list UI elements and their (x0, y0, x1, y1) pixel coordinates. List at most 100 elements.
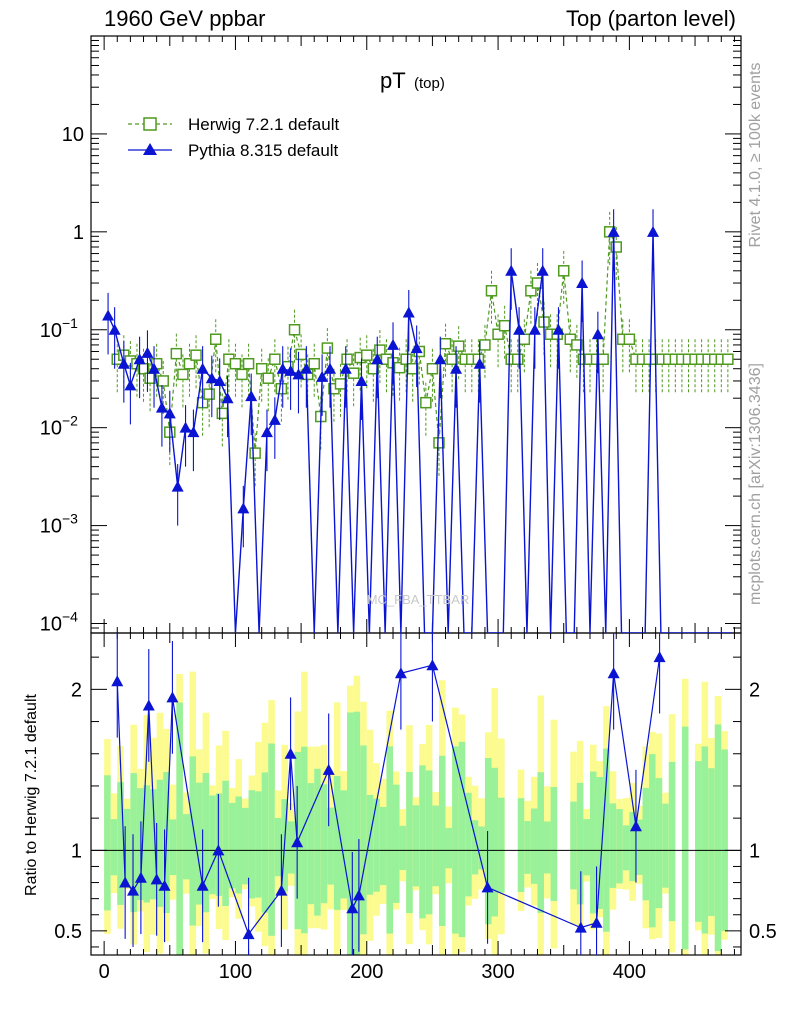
pythia-point (148, 362, 161, 374)
ratio-band-inner (603, 748, 610, 932)
ratio-point (574, 921, 587, 933)
ratio-band-inner (287, 821, 295, 874)
herwig-point (236, 368, 248, 381)
ratio-band-inner (458, 741, 466, 938)
pythia-point (102, 309, 115, 321)
pythia-point (196, 362, 209, 374)
herwig-point (525, 285, 537, 297)
ratio-point (590, 916, 603, 928)
ratio-band-inner (314, 768, 321, 916)
ratio-point (394, 667, 407, 679)
plot-title-sub: (top) (414, 75, 445, 92)
ratio-y-tick-label-right: 1 (749, 840, 760, 862)
herwig-point (374, 344, 386, 356)
ratio-band-inner (714, 724, 722, 952)
y-tick-exponent: −4 (62, 609, 78, 625)
ratio-y-tick-label: 2 (71, 679, 82, 701)
herwig-point (203, 388, 215, 400)
ratio-band-inner (268, 743, 275, 936)
herwig-point (518, 333, 531, 345)
ratio-band-inner (209, 795, 216, 895)
ratio-y-tick-label-right: 0.5 (749, 921, 777, 943)
ratio-y-axis-label: Ratio to Herwig 7.2.1 default (23, 694, 40, 896)
ratio-band-inner (320, 784, 328, 904)
ratio-band-inner (353, 711, 361, 955)
legend-herwig-marker (143, 117, 157, 131)
herwig-point (288, 324, 301, 336)
ratio-band-inner (589, 771, 597, 914)
herwig-point (426, 362, 439, 375)
ratio-point (629, 820, 642, 832)
herwig-point (177, 368, 189, 381)
ratio-band-inner (642, 787, 650, 901)
pythia-point (607, 225, 620, 237)
herwig-point (623, 333, 636, 345)
pythia-point (213, 374, 226, 386)
pythia-point (410, 342, 423, 354)
ratio-y-tick-label: 1 (71, 840, 82, 862)
ratio-band-inner (537, 772, 545, 913)
pythia-point (339, 362, 352, 374)
ratio-band-inner (445, 827, 453, 869)
ratio-band-inner (169, 819, 177, 876)
y-tick-label: 1 (73, 222, 84, 244)
ratio-band-inner (649, 754, 656, 928)
pythia-point (450, 362, 463, 374)
herwig-point (485, 285, 498, 297)
pythia-point (552, 323, 565, 335)
pythia-point (591, 328, 604, 340)
pythia-series (102, 209, 732, 633)
herwig-point (269, 353, 281, 365)
ratio-band-inner (150, 789, 157, 900)
pythia-point (155, 401, 168, 413)
ratio-band-inner (255, 791, 262, 898)
ratio-band-inner (616, 809, 623, 884)
ratio-band-inner (517, 798, 525, 893)
ratio-band-inner (261, 772, 269, 913)
pythia-point (141, 346, 154, 358)
pythia-point (245, 390, 258, 402)
x-tick-label: 100 (219, 961, 252, 983)
pythia-point (237, 502, 250, 514)
ratio-band-inner (721, 749, 728, 932)
ratio-band-inner (235, 796, 243, 894)
ratio-band-inner (176, 702, 183, 955)
pythia-point (221, 392, 234, 404)
herwig-point (255, 362, 268, 375)
herwig-point (479, 339, 491, 351)
ratio-band-inner (327, 807, 334, 885)
ratio-point (158, 879, 171, 891)
ratio-point (127, 884, 140, 896)
ratio-point (134, 871, 147, 883)
y-tick-exponent: −2 (62, 413, 78, 429)
pythia-point (276, 362, 289, 374)
x-tick-label: 300 (481, 961, 514, 983)
ratio-band-inner (465, 792, 472, 897)
ratio-band-inner (425, 770, 433, 915)
y-tick-exponent: −3 (62, 511, 78, 527)
y-tick-label: 10 (40, 320, 62, 342)
ratio-band-inner (123, 808, 131, 884)
ratio-band-inner (655, 778, 663, 909)
x-tick-label: 0 (99, 961, 110, 983)
ratio-band-inner (609, 803, 617, 888)
ratio-band-inner (386, 746, 394, 934)
header-right: Top (parton level) (566, 6, 736, 31)
ratio-band-inner (228, 802, 236, 889)
x-tick-label: 200 (350, 961, 383, 983)
pythia-point (355, 374, 368, 386)
ratio-point (111, 675, 124, 687)
ratio-band-inner (596, 777, 604, 910)
watermark: MC_FBA_TTBAR (367, 592, 470, 607)
pythia-point (163, 407, 176, 419)
pythia-point (300, 362, 313, 374)
pythia-point (187, 426, 200, 438)
ratio-band-inner (708, 768, 715, 917)
pythia-point (117, 357, 130, 369)
ratio-band-inner (583, 819, 590, 876)
ratio-band-inner (524, 821, 531, 874)
ratio-band-inner (452, 746, 459, 934)
pythia-point (576, 277, 589, 289)
ratio-band-inner (432, 805, 439, 887)
